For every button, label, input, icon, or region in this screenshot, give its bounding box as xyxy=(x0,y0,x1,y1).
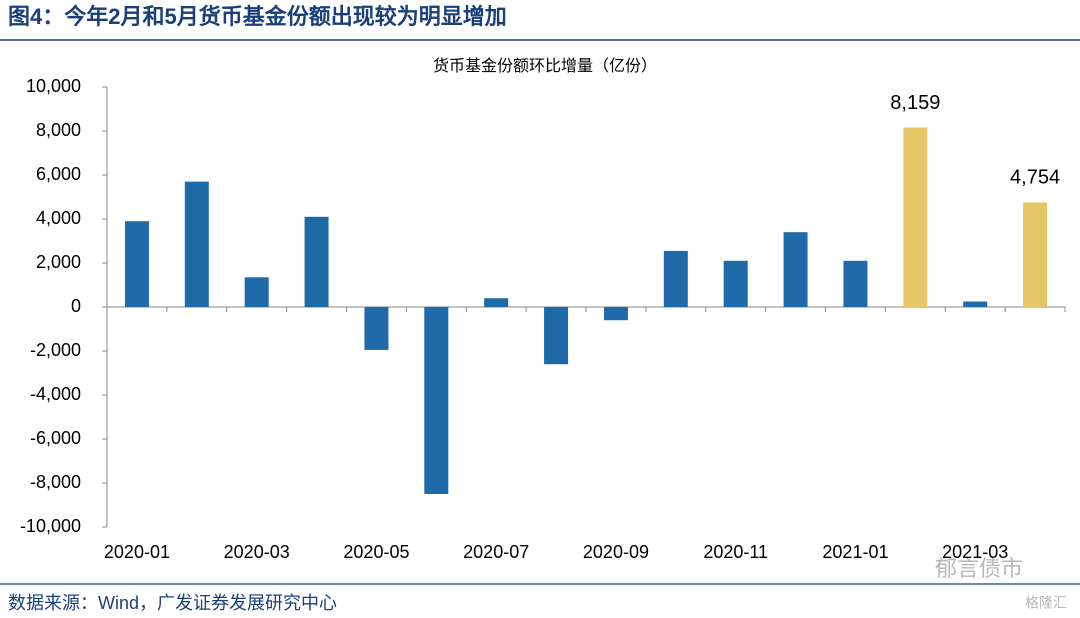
y-tick-label: -8,000 xyxy=(30,472,81,492)
x-tick-label: 2021-03 xyxy=(942,542,1008,562)
y-tick-label: 8,000 xyxy=(36,120,81,140)
bar xyxy=(364,307,389,350)
bar xyxy=(244,277,269,307)
source-note: 数据来源：Wind，广发证券发展研究中心 xyxy=(8,593,337,613)
bar xyxy=(783,232,808,307)
x-tick-label: 2020-03 xyxy=(224,542,290,562)
x-tick-label: 2020-11 xyxy=(703,542,768,562)
bar xyxy=(663,250,688,307)
y-tick-label: 6,000 xyxy=(36,164,81,184)
bar xyxy=(903,127,928,307)
data-label: 4,754 xyxy=(1010,167,1060,189)
y-tick-label: -6,000 xyxy=(30,428,81,448)
bar xyxy=(124,221,149,307)
bar xyxy=(603,307,628,321)
bar xyxy=(484,298,509,307)
watermark: 郁言债市 xyxy=(935,556,1023,581)
x-tick-label: 2020-05 xyxy=(343,542,409,562)
x-tick-label: 2020-07 xyxy=(463,542,529,562)
bar xyxy=(544,307,569,365)
bar xyxy=(424,307,449,494)
y-tick-label: -10,000 xyxy=(20,516,81,536)
chart-subtitle: 货币基金份额环比增量（亿份） xyxy=(433,57,657,75)
x-tick-label: 2020-09 xyxy=(583,542,649,562)
bar xyxy=(723,260,748,307)
y-tick-label: -2,000 xyxy=(30,340,81,360)
bar xyxy=(963,301,988,307)
y-tick-label: -4,000 xyxy=(30,384,81,404)
x-tick-label: 2021-01 xyxy=(822,542,888,562)
bar xyxy=(304,216,329,307)
y-tick-label: 10,000 xyxy=(26,76,81,96)
y-tick-label: 0 xyxy=(71,296,81,316)
data-label: 8,159 xyxy=(890,92,940,114)
y-tick-label: 4,000 xyxy=(36,208,81,228)
y-tick-label: 2,000 xyxy=(36,252,81,272)
x-tick-label: 2020-01 xyxy=(104,542,170,562)
chart-title: 图4：今年2月和5月货币基金份额出现较为明显增加 xyxy=(8,4,507,29)
bar xyxy=(184,181,209,307)
bar xyxy=(1023,202,1048,307)
bar xyxy=(843,260,868,307)
watermark: 格隆汇 xyxy=(1025,595,1067,611)
